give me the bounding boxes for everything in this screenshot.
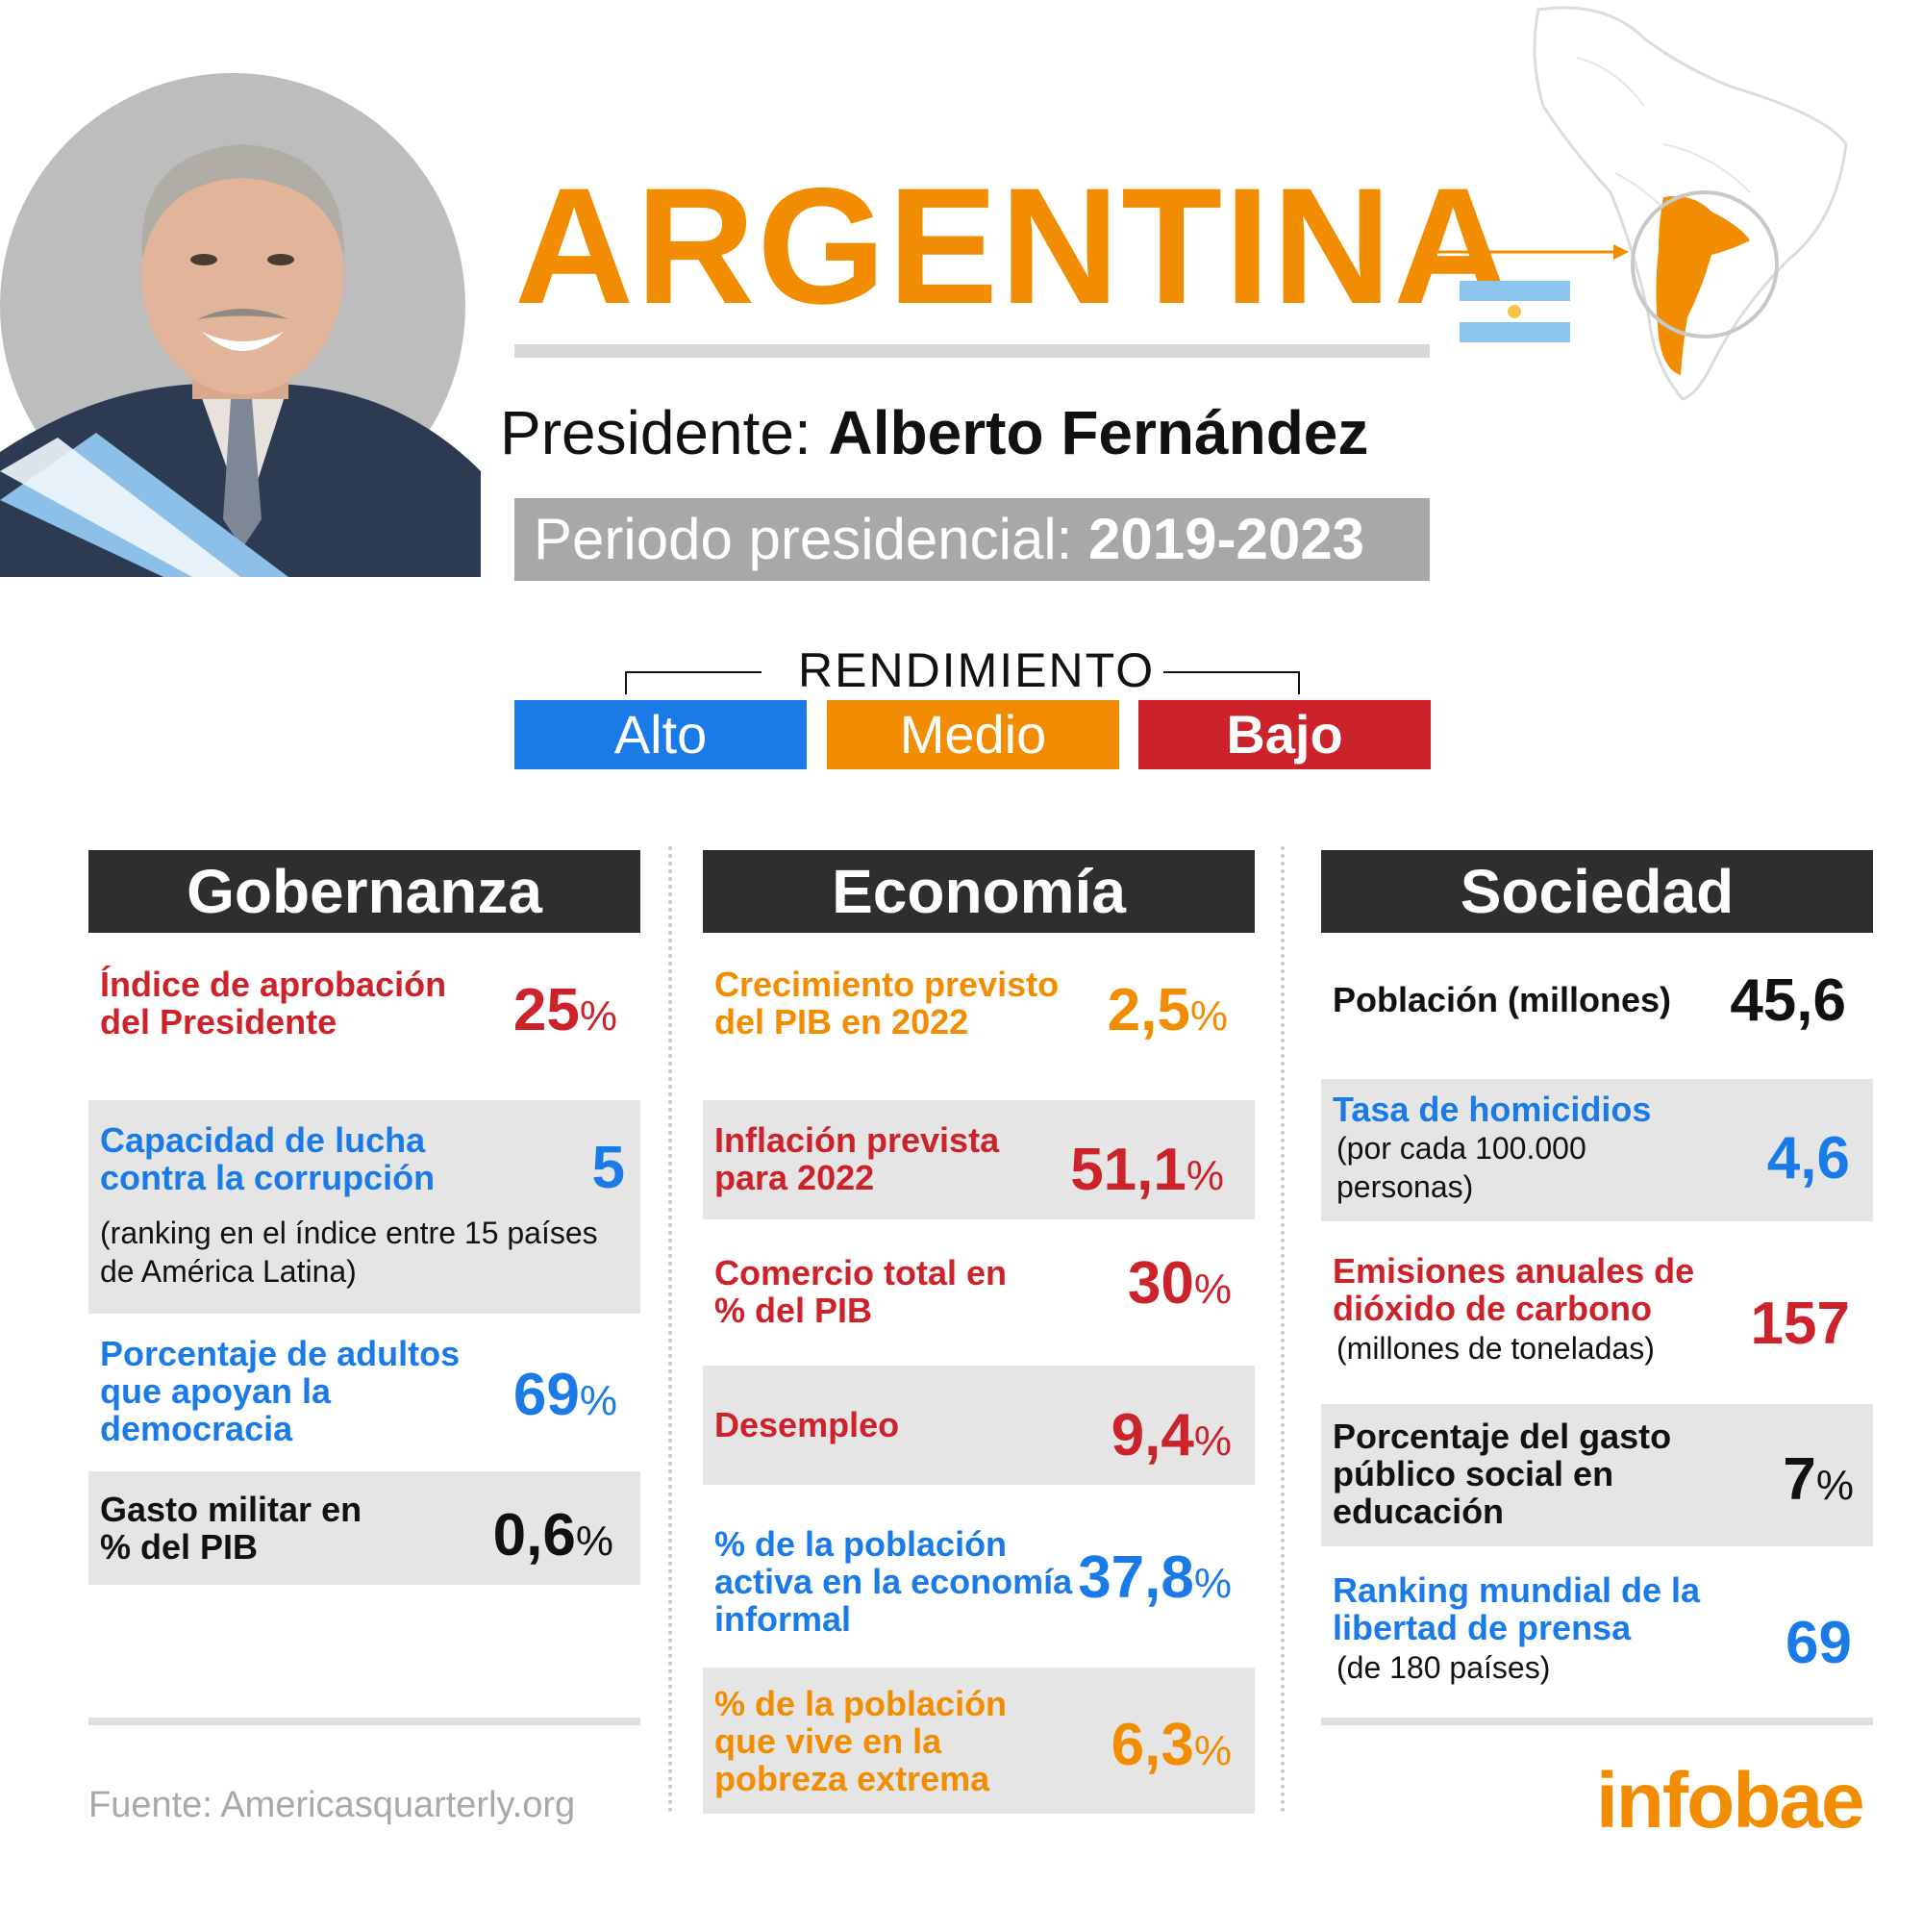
stat-label: Capacidad de lucha contra la corrupción <box>100 1120 436 1197</box>
column-divider <box>1281 846 1285 1813</box>
president-line: Presidente: Alberto Fernández <box>500 402 1368 464</box>
stat-row: % de la población que vive en la pobreza… <box>703 1668 1255 1814</box>
legend-medio: Medio <box>827 700 1119 769</box>
stat-value: 4,6 <box>1766 1125 1850 1192</box>
period-years: 2019-2023 <box>1088 507 1364 571</box>
president-name: Alberto Fernández <box>828 398 1369 467</box>
period-label: Periodo presidencial: <box>534 507 1073 571</box>
stat-value: 0,6% <box>492 1502 613 1568</box>
stat-label: Porcentaje del gasto público social en e… <box>1333 1417 1672 1531</box>
stat-row: Crecimiento previsto del PIB en 2022 2,5… <box>703 942 1255 1050</box>
stat-value: 5 <box>591 1135 625 1201</box>
legend-title: RENDIMIENTO <box>798 643 1156 697</box>
country-title: ARGENTINA <box>514 154 1515 339</box>
stat-value: 69 <box>1786 1610 1852 1676</box>
stat-label: Comercio total en % del PIB <box>714 1253 1008 1330</box>
column-header-gobernanza: Gobernanza <box>88 850 640 933</box>
stat-row: Ranking mundial de la libertad de prensa… <box>1321 1560 1873 1704</box>
stat-value: 45,6 <box>1730 967 1846 1034</box>
stat-value: 51,1% <box>1070 1137 1224 1203</box>
president-portrait <box>0 67 481 577</box>
legend-bracket-right <box>1163 671 1300 694</box>
stat-label: % de la población activa en la economía … <box>714 1524 1073 1639</box>
stat-value: 157 <box>1750 1291 1850 1357</box>
president-label: Presidente: <box>500 398 812 467</box>
stat-row: Capacidad de lucha contra la corrupción … <box>88 1100 640 1314</box>
stat-note: (ranking en el índice entre 15 países de… <box>100 1216 598 1289</box>
stat-label: Índice de aprobación del Presidente <box>100 965 447 1041</box>
stat-value: 69% <box>512 1362 617 1428</box>
stat-note: (por cada 100.000 personas) <box>1336 1131 1586 1204</box>
stat-label: Ranking mundial de la libertad de prensa <box>1333 1570 1701 1647</box>
stat-row: Inflación prevista para 2022 51,1% <box>703 1100 1255 1219</box>
bottom-rule <box>88 1718 640 1725</box>
stat-row: Población (millones) 45,6 <box>1321 942 1873 1048</box>
stat-label: Población (millones) <box>1333 980 1672 1019</box>
bottom-rule <box>1321 1718 1873 1725</box>
stat-label: Gasto militar en % del PIB <box>100 1490 362 1567</box>
stat-value: 9,4% <box>1111 1402 1232 1468</box>
stat-label: Inflación prevista para 2022 <box>714 1120 1000 1197</box>
stat-value: 2,5% <box>1107 977 1228 1043</box>
legend-alto: Alto <box>514 700 807 769</box>
stat-value: 6,3% <box>1111 1712 1232 1778</box>
stat-row: Desempleo 9,4% <box>703 1366 1255 1485</box>
stat-row: Tasa de homicidios (por cada 100.000 per… <box>1321 1079 1873 1221</box>
stat-row: Porcentaje del gasto público social en e… <box>1321 1404 1873 1546</box>
stat-note: (millones de toneladas) <box>1336 1331 1655 1366</box>
argentina-flag-icon <box>1460 281 1570 342</box>
stat-label: Tasa de homicidios <box>1333 1090 1652 1129</box>
stat-row: Comercio total en % del PIB 30% <box>703 1231 1255 1350</box>
period-bar: Periodo presidencial: 2019-2023 <box>514 498 1430 581</box>
legend-bajo: Bajo <box>1138 700 1431 769</box>
stat-row: % de la población activa en la economía … <box>703 1508 1255 1643</box>
column-header-sociedad: Sociedad <box>1321 850 1873 933</box>
stat-label: Desempleo <box>714 1405 900 1444</box>
stat-row: Índice de aprobación del Presidente 25% <box>88 942 640 1048</box>
infobae-logo: infobae <box>1596 1757 1865 1844</box>
south-america-map <box>1423 0 1865 404</box>
stat-label: % de la población que vive en la pobreza… <box>714 1684 1008 1798</box>
stat-value: 37,8% <box>1078 1544 1232 1611</box>
stat-note: (de 180 países) <box>1336 1650 1551 1685</box>
stat-row: Gasto militar en % del PIB 0,6% <box>88 1471 640 1585</box>
column-divider <box>668 846 672 1813</box>
stat-value: 7% <box>1783 1446 1854 1513</box>
stat-value: 30% <box>1127 1250 1232 1317</box>
title-underline <box>514 344 1430 358</box>
stat-row: Emisiones anuales de dióxido de carbono … <box>1321 1241 1873 1375</box>
source-credit: Fuente: Americasquarterly.org <box>88 1785 576 1825</box>
stat-row: Porcentaje de adultos que apoyan la demo… <box>88 1319 640 1454</box>
stat-value: 25% <box>512 977 617 1043</box>
stat-label: Emisiones anuales de dióxido de carbono <box>1333 1251 1695 1328</box>
legend-bracket-left <box>625 671 762 694</box>
stat-label: Crecimiento previsto del PIB en 2022 <box>714 965 1060 1041</box>
column-header-economia: Economía <box>703 850 1255 933</box>
stat-label: Porcentaje de adultos que apoyan la demo… <box>100 1334 461 1448</box>
